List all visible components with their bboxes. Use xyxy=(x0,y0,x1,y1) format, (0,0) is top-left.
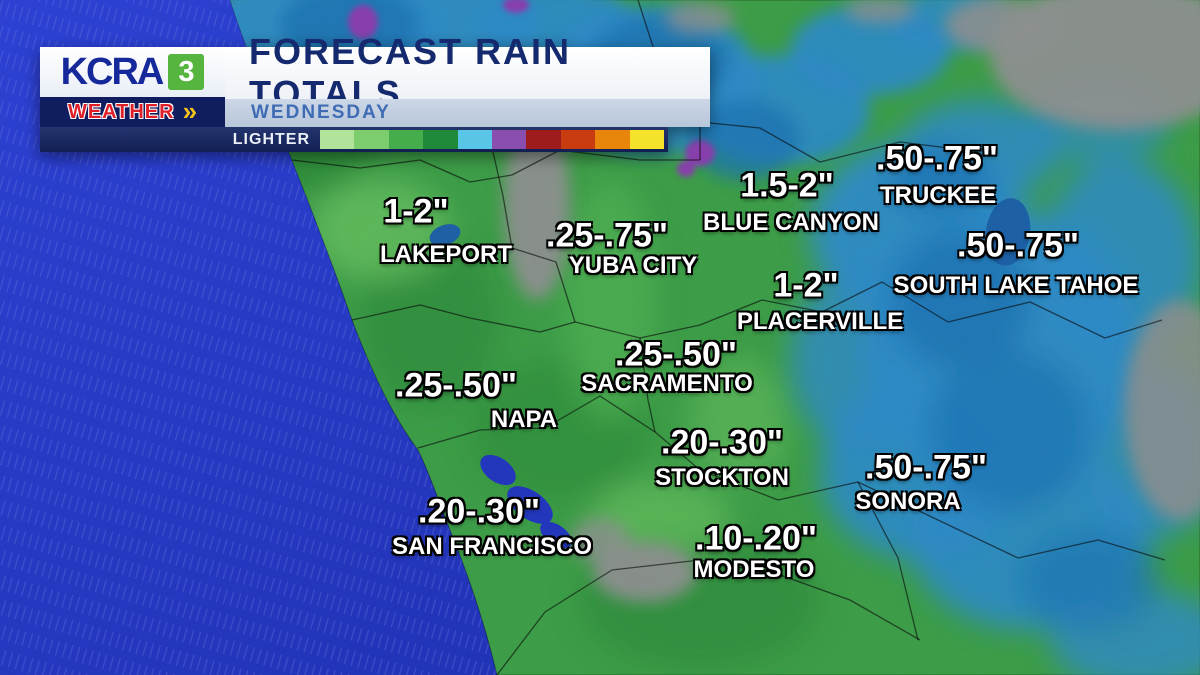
rain-amount-truckee: .50-.75" xyxy=(876,139,998,178)
title-bar: FORECAST RAIN TOTALS xyxy=(225,31,710,114)
city-name-lakeport: LAKEPORT xyxy=(380,241,512,268)
subtitle-bar: WEDNESDAY xyxy=(225,99,710,127)
forecast-day-label: WEDNESDAY xyxy=(251,102,391,123)
legend-swatch xyxy=(423,130,458,149)
rain-amount-lakeport: 1-2" xyxy=(383,192,449,231)
legend-lighter-label: LIGHTER xyxy=(232,130,310,148)
rain-amount-sonora: .50-.75" xyxy=(865,448,987,487)
city-name-placerville: PLACERVILLE xyxy=(736,308,904,335)
chevrons-icon: » xyxy=(182,95,198,126)
legend-swatch xyxy=(354,130,389,149)
city-name-south-lake-tahoe: SOUTH LAKE TAHOE xyxy=(893,272,1139,299)
city-name-modesto: MODESTO xyxy=(693,556,815,583)
rain-amount-napa: .25-.50" xyxy=(395,366,517,405)
rain-amount-placerville: 1-2" xyxy=(773,266,839,305)
rain-amount-san-francisco: .20-.30" xyxy=(418,492,540,531)
rain-amount-modesto: .10-.20" xyxy=(695,519,817,558)
city-name-sacramento: SACRAMENTO xyxy=(581,370,753,397)
rain-amount-stockton: .20-.30" xyxy=(661,423,783,462)
legend-swatch xyxy=(457,130,493,149)
legend-swatch xyxy=(629,130,665,149)
page-title: FORECAST RAIN TOTALS xyxy=(249,31,571,114)
header-banner: KCRA 3 WEATHER » FORECAST RAIN TOTALS WE… xyxy=(40,31,710,152)
rain-amount-blue-canyon: 1.5-2" xyxy=(740,166,834,205)
legend-swatches xyxy=(320,130,665,149)
city-name-yuba-city: YUBA CITY xyxy=(568,252,698,279)
intensity-legend: LIGHTER xyxy=(40,127,668,152)
city-name-san-francisco: SAN FRANCISCO xyxy=(391,533,593,560)
station-logo: KCRA 3 xyxy=(40,47,225,97)
rain-amount-yuba-city: .25-.75" xyxy=(546,216,668,255)
city-name-blue-canyon: BLUE CANYON xyxy=(702,209,880,236)
weather-brand-label: WEATHER xyxy=(67,100,175,123)
city-name-stockton: STOCKTON xyxy=(655,464,789,491)
rain-amount-sacramento: .25-.50" xyxy=(615,335,737,374)
city-name-truckee: TRUCKEE xyxy=(879,182,997,209)
legend-swatch xyxy=(492,130,527,149)
legend-swatch xyxy=(388,130,424,149)
rain-amount-south-lake-tahoe: .50-.75" xyxy=(957,226,1079,265)
station-channel-badge: 3 xyxy=(168,54,205,90)
legend-swatch xyxy=(595,130,630,149)
weather-brand-bar: WEATHER » xyxy=(40,97,225,127)
city-name-napa: NAPA xyxy=(490,406,558,433)
station-call-letters: KCRA xyxy=(60,50,165,93)
city-name-sonora: SONORA xyxy=(855,488,961,515)
legend-swatch xyxy=(320,130,355,149)
legend-swatch xyxy=(560,130,596,149)
legend-swatch xyxy=(526,130,561,149)
